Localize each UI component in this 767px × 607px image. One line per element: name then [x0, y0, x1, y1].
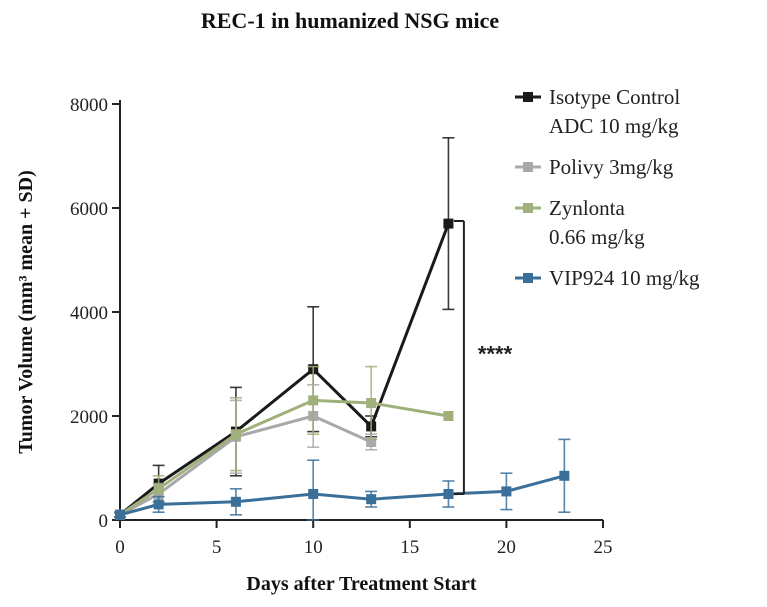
- data-point: [366, 494, 377, 505]
- data-point: [366, 398, 377, 408]
- legend-label: Isotype Control: [549, 85, 680, 109]
- data-point: [443, 489, 454, 499]
- data-point: [115, 509, 125, 520]
- series-line: [119, 223, 450, 516]
- y-tick-label: 8000: [70, 95, 108, 116]
- chart-title: REC-1 in humanized NSG mice: [200, 8, 500, 33]
- axes: 0 2000 4000 6000 8000 0 5 10 15 20 25 Days after Tr…: [15, 95, 613, 595]
- data-point: [153, 499, 164, 510]
- legend-item-2: Zynlonta 0.66 mg/kg: [515, 196, 645, 249]
- series-2: [114, 365, 454, 520]
- x-tick-label: 5: [212, 537, 222, 558]
- y-tick-label: 4000: [70, 303, 108, 324]
- legend-item-1: Polivy 3mg/kg: [515, 155, 674, 179]
- x-axis-title: Days after Treatment Start: [246, 573, 476, 595]
- series-3: [114, 438, 571, 521]
- data-point: [443, 218, 454, 229]
- y-tick-label: 6000: [70, 199, 108, 220]
- data-point: [230, 496, 241, 507]
- x-tick-label: 15: [400, 537, 419, 558]
- significance-annotation: ****: [453, 220, 513, 495]
- significance-label: ****: [478, 341, 513, 366]
- data-point: [153, 483, 164, 494]
- x-tick-label: 20: [497, 537, 516, 558]
- legend-swatch-marker: [523, 273, 533, 283]
- legend-swatch-marker: [523, 162, 533, 172]
- data-point: [559, 470, 570, 481]
- legend-item-3: VIP924 10 mg/kg: [515, 266, 700, 290]
- series-layer: [114, 137, 571, 521]
- x-tick-label: 10: [304, 537, 323, 558]
- legend-label: Polivy 3mg/kg: [549, 155, 674, 179]
- data-point: [366, 437, 377, 447]
- series-line: [119, 398, 449, 517]
- data-point: [501, 486, 512, 497]
- series-line: [119, 474, 565, 517]
- legend-swatch-marker: [523, 203, 533, 213]
- data-point: [443, 411, 454, 421]
- data-point: [230, 429, 241, 440]
- legend-item-0: Isotype Control ADC 10 mg/kg: [515, 85, 680, 138]
- x-tick-label: 25: [594, 537, 613, 558]
- legend-swatch-marker: [523, 92, 533, 102]
- y-axis-title: Tumor Volume (mm³ mean + SD): [15, 170, 37, 454]
- legend-label: ADC 10 mg/kg: [549, 114, 679, 138]
- y-tick-label: 0: [99, 511, 109, 532]
- legend-label: Zynlonta: [549, 196, 625, 220]
- legend-label: VIP924 10 mg/kg: [549, 266, 700, 290]
- legend-label: 0.66 mg/kg: [549, 225, 645, 249]
- x-tick-label: 0: [115, 537, 125, 558]
- y-tick-label: 2000: [70, 407, 108, 428]
- legend: Isotype Control ADC 10 mg/kg Polivy 3mg/kg…: [515, 85, 700, 290]
- data-point: [308, 395, 319, 406]
- series-0: [114, 137, 455, 520]
- data-point: [308, 489, 319, 499]
